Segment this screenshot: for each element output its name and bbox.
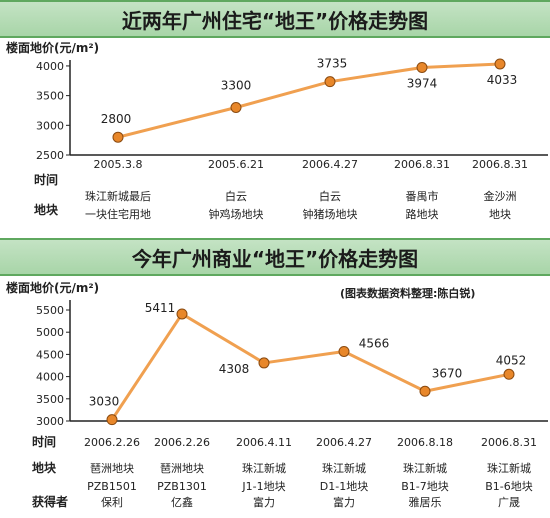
chart2-value-label: 4308 (219, 362, 250, 376)
chart2-parcel-label: PZB1301 (157, 480, 207, 493)
chart2-point (338, 345, 350, 357)
chart1-ytick-label: 2500 (36, 149, 64, 162)
chart1-value-label: 2800 (101, 112, 132, 126)
chart1-title: 近两年广州住宅“地王”价格走势图 (121, 8, 429, 33)
chart2-category-label: 2006.2.26 (84, 436, 140, 449)
chart1-parcel-label: 路地块 (406, 208, 439, 221)
chart1-value-label: 4033 (487, 73, 518, 87)
chart2-winner-label: 亿鑫 (171, 495, 193, 509)
chart1-row-parcel-header: 地块 (34, 202, 59, 217)
chart1-title-banner: 近两年广州住宅“地王”价格走势图 (0, 0, 550, 38)
chart2-value-label: 4052 (496, 353, 527, 367)
chart1-point (324, 76, 336, 88)
chart1-parcel-label: 白云 (319, 189, 341, 203)
chart1-ytick-label: 3000 (36, 119, 64, 132)
chart2-category-label: 2006.4.11 (236, 436, 292, 449)
chart2-parcel-label: 琶洲地块 (90, 462, 134, 475)
chart1-category-label: 2006.8.31 (472, 158, 528, 171)
chart2-series-line (110, 312, 510, 421)
chart2-parcel-label: 珠江新城 (487, 461, 531, 475)
chart1-parcel-label: 白云 (225, 189, 247, 203)
chart1-point (494, 58, 506, 70)
chart1-parcel-label: 一块住宅用地 (85, 207, 151, 221)
chart1-value-label: 3300 (221, 79, 252, 93)
chart1-category-label: 2005.3.8 (94, 158, 143, 171)
chart2-row-parcel-header: 地块 (32, 460, 57, 475)
chart2-value-label: 3670 (432, 366, 463, 380)
chart2-parcel-label: 珠江新城 (322, 461, 366, 475)
chart1-row-time-header: 时间 (34, 172, 58, 187)
chart2-value-label: 5411 (145, 301, 176, 315)
chart1-ylabel: 楼面地价(元/m²) (6, 40, 99, 55)
chart2-ytick-label: 5500 (36, 304, 64, 317)
chart2-title: 今年广州商业“地王”价格走势图 (131, 246, 419, 271)
chart1-category-label: 2006.4.27 (302, 158, 358, 171)
chart2-point (503, 368, 515, 380)
chart1-ytick-label: 4000 (36, 60, 64, 73)
chart1-point (230, 102, 242, 113)
chart1-category-label: 2006.8.31 (394, 158, 450, 171)
chart1-plot: 2500 3000 3500 4000 2800 3300 3735 3974 4033 2005… (36, 57, 548, 221)
chart2-value-label: 3030 (89, 395, 120, 409)
chart2-ytick-label: 4500 (36, 348, 64, 361)
chart2-point (258, 357, 270, 369)
chart2-parcel-label: 琶洲地块 (160, 462, 204, 475)
chart1-parcel-label: 珠江新城最后 (85, 189, 151, 203)
chart2-category-label: 2006.8.18 (397, 436, 453, 449)
chart1-ytick-label: 3500 (36, 90, 64, 103)
chart2-point (176, 308, 188, 320)
chart2-row-time-header: 时间 (32, 434, 56, 449)
chart2-winner-label: 富力 (253, 495, 275, 509)
chart2-row-winner-header: 获得者 (31, 494, 68, 509)
chart1-point (112, 131, 124, 143)
chart1-point (416, 61, 428, 73)
chart2-ylabel: 楼面地价(元/m²) (6, 280, 99, 295)
chart2-category-label: 2006.8.31 (481, 436, 537, 449)
chart2-parcel-label: 珠江新城 (403, 461, 447, 475)
chart2-point (106, 414, 118, 426)
chart1-parcel-label: 钟猪场地块 (303, 207, 358, 221)
chart2-parcel-label: PZB1501 (87, 480, 137, 493)
chart2-winner-label: 保利 (101, 495, 123, 509)
chart2-ytick-label: 3000 (36, 415, 64, 428)
chart2-credit: (图表数据资料整理:陈白锐) (340, 286, 475, 300)
chart2-ytick-label: 5000 (36, 326, 64, 339)
chart2-parcel-label: J1-1地块 (241, 480, 285, 493)
chart1-parcel-label: 金沙洲 (484, 189, 517, 203)
chart1-category-label: 2005.6.21 (208, 158, 264, 171)
chart1-parcel-label: 钟鸡场地块 (209, 207, 264, 221)
chart2-winner-label: 广晟 (498, 496, 520, 509)
chart2-plot: 3000 3500 4000 4500 5000 5500 3030 5411 4308 4566… (36, 300, 548, 509)
chart2-ytick-label: 3500 (36, 393, 64, 406)
chart2-winner-label: 富力 (333, 495, 355, 509)
chart1-parcel-label: 地块 (489, 208, 511, 221)
chart2-winner-label: 雅居乐 (409, 495, 442, 509)
chart2-title-banner: 今年广州商业“地王”价格走势图 (0, 238, 550, 276)
chart1-parcel-label: 番禺市 (406, 189, 439, 203)
chart1-series-line (117, 62, 501, 139)
chart2-value-label: 4566 (359, 336, 390, 350)
chart2-category-label: 2006.2.26 (154, 436, 210, 449)
chart2-parcel-label: B1-6地块 (485, 480, 533, 493)
chart2-category-label: 2006.4.27 (316, 436, 372, 449)
chart2-parcel-label: 珠江新城 (242, 461, 286, 475)
chart2-parcel-label: D1-1地块 (320, 480, 368, 493)
chart2-parcel-label: B1-7地块 (401, 480, 449, 493)
chart1-value-label: 3735 (317, 57, 348, 71)
chart2-ytick-label: 4000 (36, 371, 64, 384)
chart2-point (419, 385, 431, 397)
chart1-value-label: 3974 (407, 76, 438, 90)
